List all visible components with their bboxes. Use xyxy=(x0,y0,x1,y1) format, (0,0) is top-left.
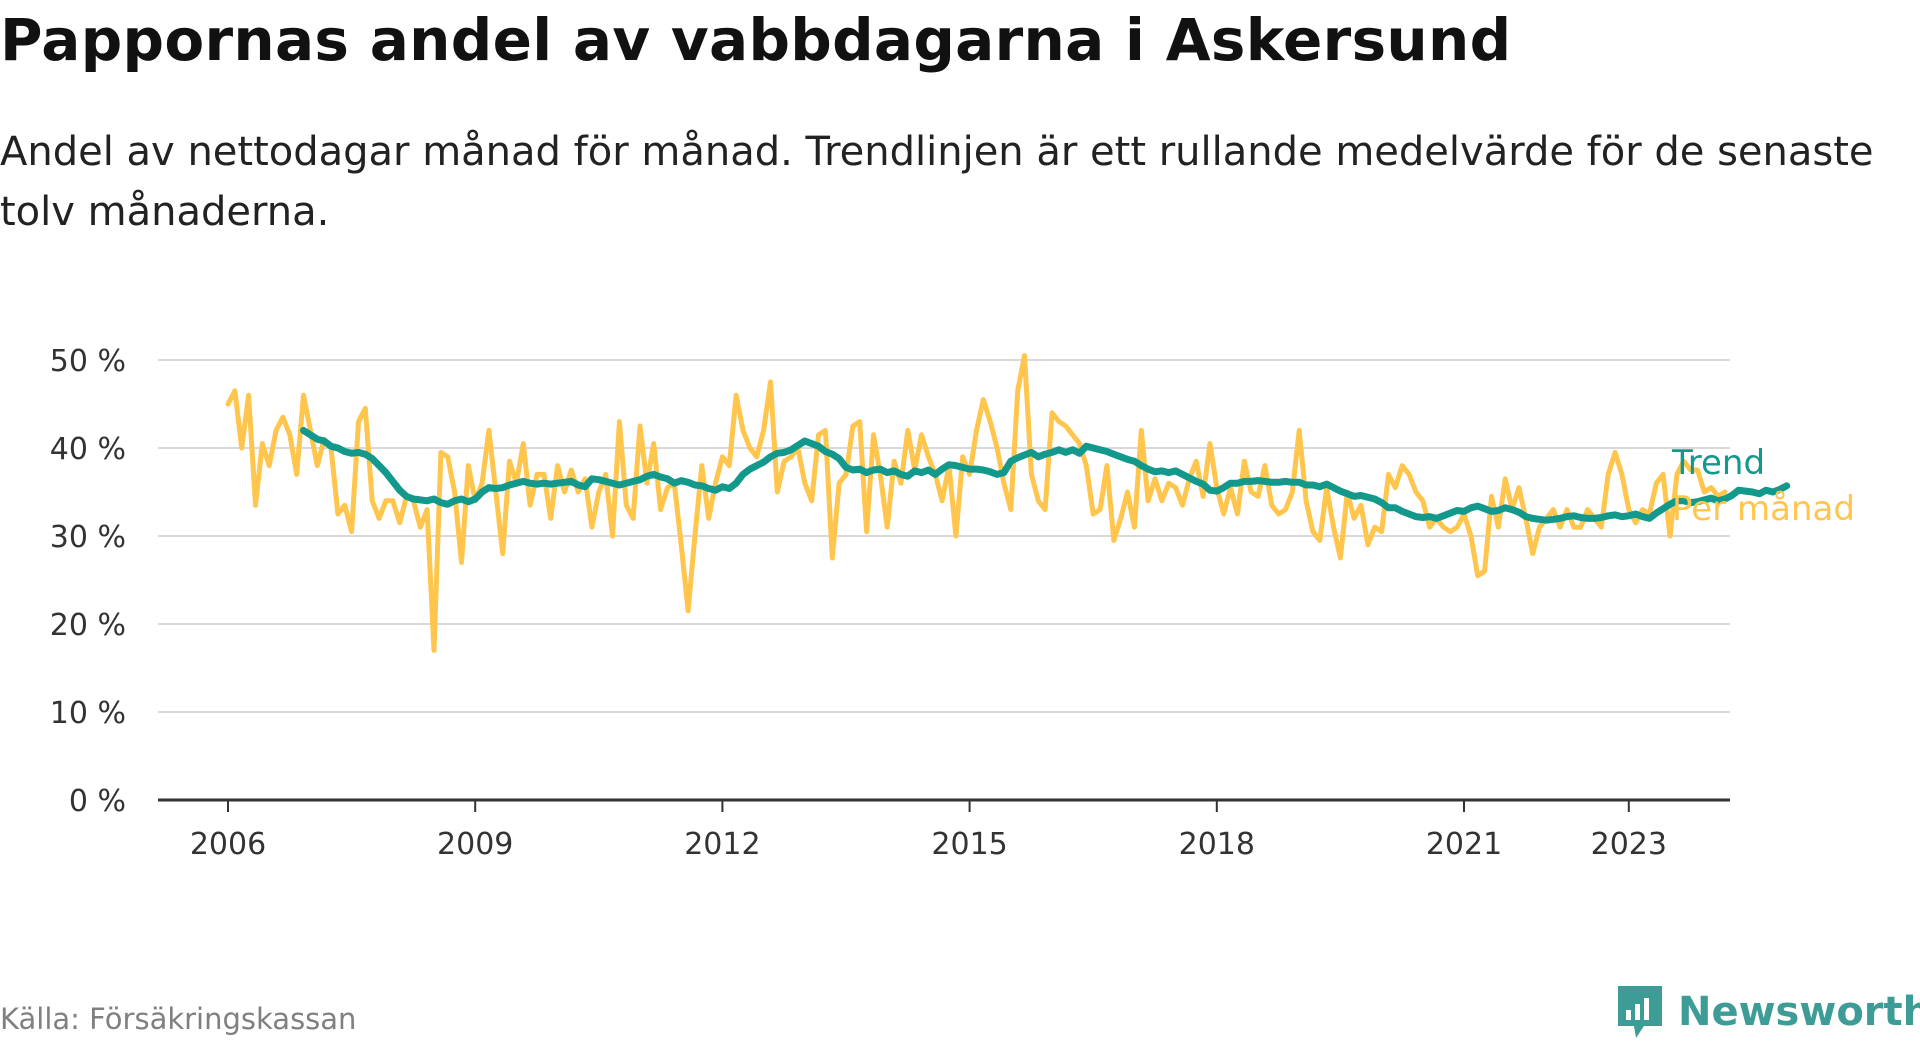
brand-name: Newsworthy xyxy=(1678,989,1920,1035)
y-tick-label: 10 % xyxy=(50,696,126,731)
x-tick-label: 2009 xyxy=(437,827,513,862)
y-tick-label: 50 % xyxy=(50,344,126,379)
newsworthy-logo-icon xyxy=(1618,986,1662,1038)
y-tick-label: 20 % xyxy=(50,608,126,643)
chart-subtitle: Andel av nettodagar månad för månad. Tre… xyxy=(0,129,1874,235)
y-tick-label: 0 % xyxy=(69,784,126,819)
x-tick-label: 2012 xyxy=(684,827,760,862)
x-tick-label: 2018 xyxy=(1179,827,1255,862)
y-tick-label: 40 % xyxy=(50,432,126,467)
x-tick-label: 2023 xyxy=(1591,827,1667,862)
series-line-trend xyxy=(300,426,1791,524)
legend-label-trend: Trend xyxy=(1671,443,1765,483)
x-axis: 2006 2009 2012 2015 2018 2021 2023 xyxy=(158,798,1730,862)
x-tick-label: 2021 xyxy=(1426,827,1502,862)
y-tick-label: 30 % xyxy=(50,520,126,555)
y-axis-tick-labels: 0 % 10 % 20 % 30 % 40 % 50 % xyxy=(50,344,126,819)
brand-logo: Newsworthy xyxy=(1614,982,1920,1042)
legend: Trend Per månad xyxy=(1671,443,1855,529)
x-tick-label: 2006 xyxy=(190,827,266,862)
x-tick-label: 2015 xyxy=(931,827,1007,862)
source-note: Källa: Försäkringskassan xyxy=(0,1002,357,1036)
chart-title: Pappornas andel av vabbdagarna i Askersu… xyxy=(0,6,1512,74)
legend-label-per-manad: Per månad xyxy=(1672,489,1855,529)
series-lines xyxy=(225,353,1791,653)
gridlines xyxy=(158,359,1730,713)
